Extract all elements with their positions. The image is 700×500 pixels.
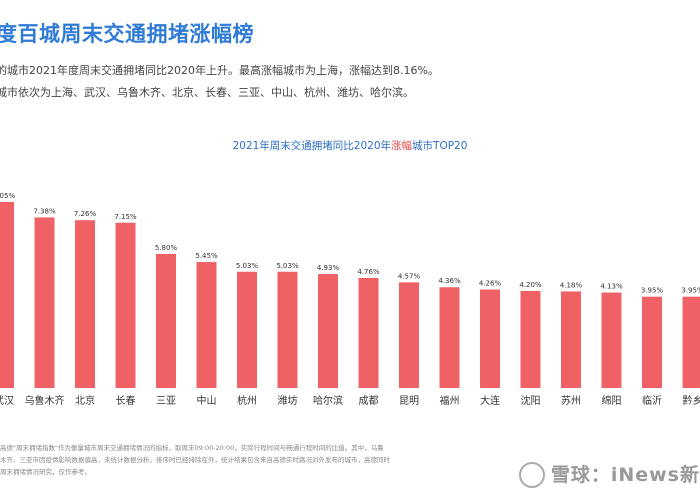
category-label: 长春 [116,395,136,407]
bar-chart: 8.05% 武汉 7.38% 乌鲁木齐 7.26% 北京 7.15% 长春 5.80% 三亚 5.4… [0,192,700,407]
bar-临沂 [642,296,662,388]
bar-武汉 [0,201,14,388]
description-line-2: 城市依次为上海、武汉、乌鲁木齐、北京、长春、三亚、中山、杭州、潍坊、哈尔滨。 [0,86,414,99]
footer-line-1: 高德"周末拥堵指数"作为衡量城市周末交通拥堵情况的指标，取周末09:00-20:… [0,444,384,452]
value-label: 7.38% [33,207,56,215]
value-label: 4.20% [519,281,542,289]
page-title: 度百城周末交通拥堵涨幅榜 [0,22,254,46]
value-label: 4.13% [600,283,623,291]
bar-三亚 [156,253,176,388]
chart-title-part2: 城市TOP20 [412,140,468,152]
footer-line-2: 木齐、三亚市因疫情影响数据偏高，未统计数据分析，排序时已经排除在外，统计结果包含… [0,456,390,464]
category-label: 绵阳 [602,394,622,407]
chart-title-highlight: 涨幅 [391,140,413,152]
bar-杭州 [237,271,257,388]
value-label: 4.26% [479,280,502,288]
value-label: 4.36% [438,277,461,285]
footer-line-3: 周末拥堵情况研究，仅作参考。 [0,468,91,476]
category-label: 武汉 [0,394,14,407]
category-label: 潍坊 [278,394,298,407]
bar-黔乡 [682,296,700,388]
bar-哈尔滨 [318,274,338,388]
watermark-text: 雪球：iNews新 [550,463,700,486]
value-label: 5.45% [195,252,218,260]
category-label: 福州 [440,394,460,407]
category-label: 大连 [480,394,500,407]
value-label: 8.05% [0,192,15,200]
value-label: 5.80% [155,244,178,252]
value-label: 3.95% [641,287,664,295]
category-label: 黔乡 [683,394,700,407]
bar-福州 [439,287,460,388]
category-label: 中山 [197,394,217,407]
chart-title: 2021年周末交通拥堵同比2020年涨幅城市TOP20 [0,138,700,153]
category-label: 乌鲁木齐 [25,394,65,407]
bar-成都 [358,277,379,388]
category-label: 三亚 [156,396,176,407]
footer-note: 高德"周末拥堵指数"作为衡量城市周末交通拥堵情况的指标，取周末09:00-20:… [0,442,560,478]
bar-昆明 [399,282,419,388]
category-label: 昆明 [399,395,419,407]
value-label: 5.03% [276,262,299,270]
category-label: 临沂 [642,394,662,407]
value-label: 3.95% [681,287,700,295]
snowball-logo-icon [518,462,545,488]
bar-中山 [196,262,217,388]
bar-乌鲁木齐 [34,217,55,388]
category-label: 成都 [359,395,379,407]
value-label: 4.18% [560,281,583,289]
watermark: 雪球：iNews新 [518,460,700,488]
category-label: 沈阳 [521,394,541,407]
value-label: 4.57% [398,272,421,280]
category-label: 杭州 [237,394,257,407]
value-label: 7.15% [114,213,137,221]
description-line-1: 的城市2021年度周末交通拥堵同比2020年上升。最高涨幅城市为上海，涨幅达到8… [0,64,439,77]
bar-长春 [115,222,136,388]
bar-绵阳 [601,292,622,388]
bar-潍坊 [277,271,298,388]
value-label: 5.03% [236,262,259,270]
bar-大连 [480,289,500,388]
category-label: 苏州 [561,394,581,407]
value-label: 7.26% [74,210,97,218]
bar-北京 [75,220,95,388]
value-label: 4.76% [357,268,380,276]
bar-苏州 [561,291,581,388]
value-label: 4.93% [317,264,340,272]
category-label: 北京 [75,394,95,407]
category-label: 哈尔滨 [313,394,343,407]
bar-沈阳 [520,290,541,388]
chart-title-part1: 2021年周末交通拥堵同比2020年 [232,140,392,152]
